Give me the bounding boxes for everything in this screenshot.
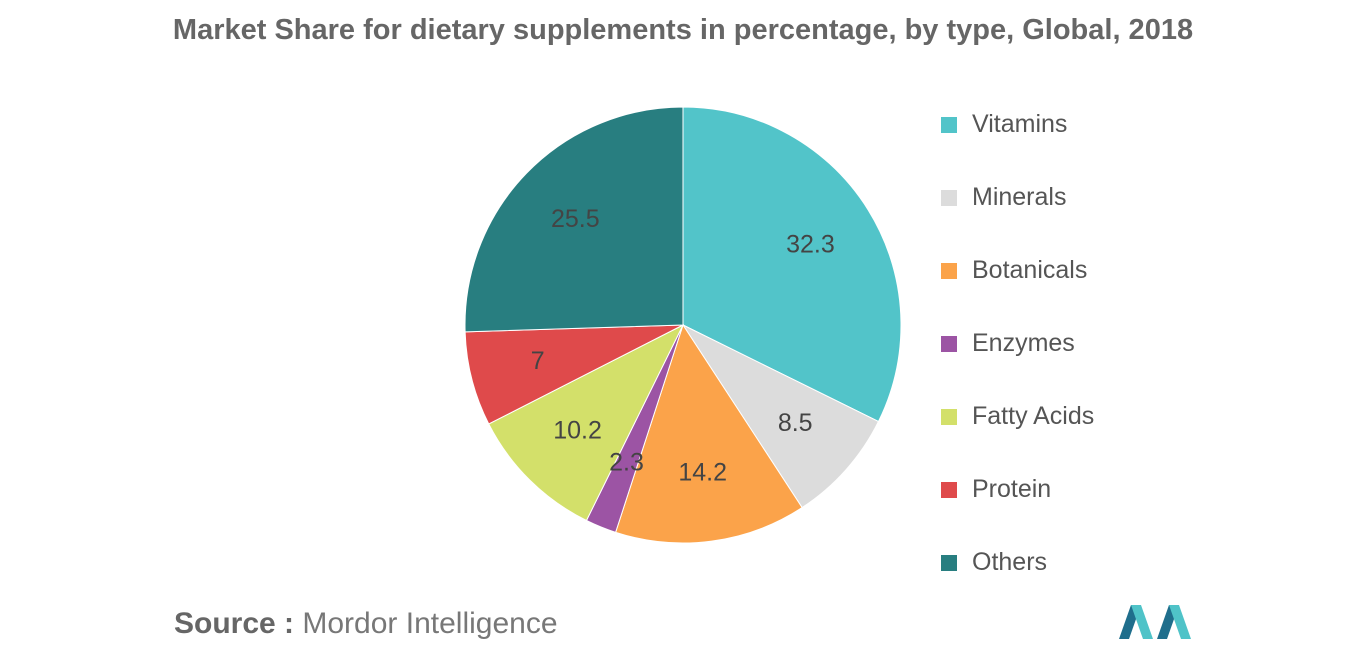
slice-label-enzymes: 2.3 <box>609 449 644 477</box>
legend-label-enzymes: Enzymes <box>972 329 1075 357</box>
legend: Vitamins Minerals Botanicals Enzymes Fatty A… <box>941 88 1094 599</box>
pie-slice-others <box>464 106 684 333</box>
legend-swatch-protein <box>941 481 957 498</box>
legend-label-minerals: Minerals <box>972 183 1067 211</box>
legend-label-others: Others <box>972 548 1048 576</box>
legend-swatch-vitamins <box>941 116 957 133</box>
source-prefix: Source : <box>174 607 295 640</box>
legend-swatch-minerals <box>941 189 957 206</box>
legend-label-protein: Protein <box>972 475 1052 503</box>
mordor-logo <box>1119 605 1191 639</box>
pie-slice-fatty-acids <box>488 323 685 522</box>
legend-item-others: Others <box>941 526 1094 599</box>
legend-label-botanicals: Botanicals <box>972 256 1088 284</box>
legend-item-minerals: Minerals <box>941 161 1094 234</box>
slice-label-botanicals: 14.2 <box>678 458 727 486</box>
legend-label-fatty-acids: Fatty Acids <box>972 402 1095 430</box>
legend-swatch-enzymes <box>941 335 957 352</box>
legend-swatch-fatty-acids <box>941 408 957 425</box>
source-name: Mordor Intelligence <box>302 607 558 640</box>
slice-label-vitamins: 32.3 <box>786 230 835 258</box>
legend-label-vitamins: Vitamins <box>972 110 1068 138</box>
pie-slice-vitamins <box>682 106 902 423</box>
legend-item-vitamins: Vitamins <box>941 88 1094 161</box>
pie-slice-minerals <box>681 323 880 509</box>
source-note: Source : Mordor Intelligence <box>174 607 558 641</box>
legend-item-protein: Protein <box>941 453 1094 526</box>
slice-label-protein: 7 <box>531 347 545 375</box>
slice-label-minerals: 8.5 <box>778 409 813 437</box>
pie-slice-botanicals <box>614 323 803 544</box>
legend-item-botanicals: Botanicals <box>941 234 1094 307</box>
legend-item-fatty-acids: Fatty Acids <box>941 380 1094 453</box>
slice-label-others: 25.5 <box>551 205 600 233</box>
slice-label-fatty-acids: 10.2 <box>553 416 602 444</box>
legend-swatch-others <box>941 554 957 571</box>
legend-item-enzymes: Enzymes <box>941 307 1094 380</box>
legend-swatch-botanicals <box>941 262 957 279</box>
chart-title: Market Share for dietary supplements in … <box>172 14 1194 46</box>
